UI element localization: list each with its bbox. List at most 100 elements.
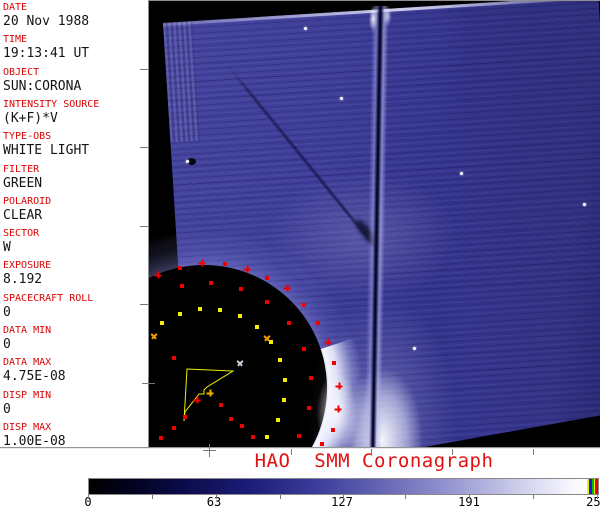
bottom-tick [371,449,372,455]
marker-ys [276,418,280,422]
metadata-field: DISP MIN 0 [3,390,51,416]
marker-ys [160,321,164,325]
metadata-label: POLAROID [3,195,52,207]
colorbar-tick [216,495,217,499]
metadata-value: 19:13:41 UT [3,46,90,62]
metadata-value: 0 [3,304,11,320]
metadata-field: DATE 20 Nov 1988 [3,2,89,28]
marker-rs [320,442,324,446]
left-plus-tick [148,377,149,390]
colorbar-tick [533,495,534,499]
colorbar-label: 255 [586,495,600,509]
frame-top-line [148,0,600,1]
marker-rp [334,405,342,413]
colorbar-gradient [89,479,598,494]
metadata-value: 1.00E-08 [3,433,66,449]
marker-rp [324,338,332,346]
left-tick [140,147,148,148]
metadata-value: W [3,240,11,256]
metadata-value: 0 [3,401,11,417]
colorbar-tick [469,495,470,499]
metadata-sidebar: DATE 20 Nov 1988 TIME 19:13:41 UT OBJECT SUN:… [0,0,148,448]
bottom-tick [291,449,292,455]
colorbar-tick [280,495,281,499]
marker-rs [265,300,269,304]
flag-stripe [587,479,589,494]
metadata-field: INTENSITY SOURCE (K+F)*V [3,99,99,125]
metadata-value: CLEAR [3,207,43,223]
metadata-field: TYPE-OBS WHITE LIGHT [3,131,89,157]
metadata-field: DATA MIN 0 [3,325,51,351]
marker-ys [282,398,286,402]
marker-rs [316,321,320,325]
star-speck [413,347,416,350]
marker-rs [265,276,269,280]
left-tick [140,304,148,305]
metadata-value: (K+F)*V [3,110,58,126]
flag-stripe [595,479,598,494]
metadata-value: 20 Nov 1988 [3,14,90,29]
metadata-label: DISP MAX [3,421,52,433]
marker-ys [278,358,282,362]
metadata-label: SPACECRAFT ROLL [3,292,94,304]
metadata-field: OBJECT SUN:CORONA [3,67,81,93]
metadata-field: SPACECRAFT ROLL 0 [3,293,93,319]
marker-ys [269,340,273,344]
marker-rs [332,361,336,365]
marker-rs [309,376,313,380]
colorbar-tick [152,495,153,499]
colorbar-flag-stripes [587,479,598,494]
metadata-value: GREEN [3,175,43,191]
metadata-label: DISP MIN [3,389,52,401]
marker-rs [229,417,233,421]
colorbar-label: 63 [206,495,222,509]
marker-op [206,389,214,397]
marker-rs [302,303,306,307]
marker-ys [198,307,202,311]
metadata-label: OBJECT [3,66,40,78]
metadata-field: DISP MAX 1.00E-08 [3,422,66,448]
colorbar-label: 191 [458,495,480,509]
left-tick [140,226,148,227]
marker-rs [172,356,176,360]
marker-rs [297,434,301,438]
marker-rs [159,436,163,440]
frame-bottom-line [0,447,600,449]
star-speck [186,160,189,163]
marker-rs [172,426,176,430]
colorbar-tick [597,495,598,499]
marker-rs [307,406,311,410]
marker-ys [255,325,259,329]
bottom-plus-tick [209,444,210,457]
marker-ys [265,435,269,439]
colorbar-tick [405,495,406,499]
star-speck [583,203,586,206]
flag-stripe [592,479,594,494]
marker-rs [223,262,227,266]
frame-left-line [148,0,149,448]
marker-ys [178,312,182,316]
metadata-field: POLAROID CLEAR [3,196,51,222]
colorbar [88,478,599,495]
metadata-label: INTENSITY SOURCE [3,98,100,110]
marker-rs [239,287,243,291]
marker-rp [243,265,251,273]
marker-rs [251,435,255,439]
marker-rs [209,281,213,285]
metadata-value: 8.192 [3,272,43,288]
dust-dark-spot [187,158,196,165]
bottom-tick [533,449,534,455]
bottom-tick [452,449,453,455]
marker-rp [198,259,206,267]
metadata-field: FILTER GREEN [3,164,42,190]
star-speck [460,172,463,175]
metadata-value: SUN:CORONA [3,78,82,94]
colorbar-label: 0 [84,495,92,509]
metadata-field: DATA MAX 4.75E-08 [3,357,66,383]
marker-rp [193,396,201,404]
metadata-label: TIME [3,34,28,46]
colorbar-tick [88,495,89,499]
star-speck [340,97,343,100]
metadata-label: TYPE-OBS [3,131,52,143]
flag-stripe [589,479,592,494]
